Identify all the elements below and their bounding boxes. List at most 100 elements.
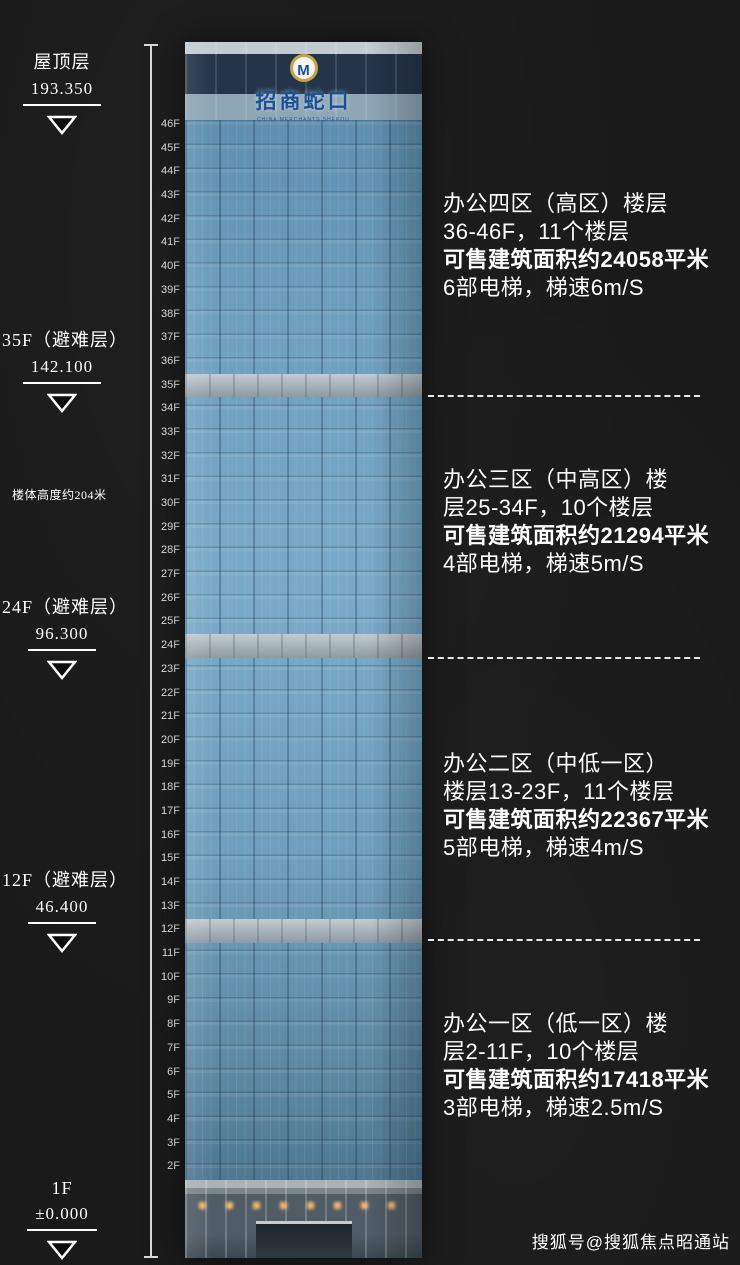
watermark: 搜狐号@搜狐焦点昭通站 <box>531 1233 730 1252</box>
down-arrow-icon <box>47 660 77 680</box>
floor-label: 22F <box>161 686 180 699</box>
refuge-floor-band-12f <box>185 919 422 943</box>
logo-text: 招商蛇口 <box>255 90 352 113</box>
floor-label: 16F <box>161 828 180 841</box>
floor-label: 39F <box>161 283 180 296</box>
height-marker-label: 屋顶层 <box>33 52 91 72</box>
height-marker-label: 1F <box>51 1178 73 1198</box>
floor-label: 28F <box>161 544 180 557</box>
zone-text-line: 4部电梯，梯速5m/S <box>443 551 645 576</box>
height-marker-35f: 35F（避难层） 142.100 <box>2 326 129 413</box>
floor-label: 44F <box>161 165 180 178</box>
zone-4-description: 办公四区（高区）楼层 36-46F，11个楼层 可售建筑面积约24058平米 6… <box>443 190 737 302</box>
zone-text-line: 5部电梯，梯速4m/S <box>443 835 645 860</box>
floor-label: 24F <box>161 639 180 652</box>
logo-subtext: CHINA MERCHANTS SHEKOU <box>257 117 350 123</box>
floor-label: 41F <box>161 236 180 249</box>
zone-text-line: 办公一区（低一区）楼 <box>443 1011 669 1036</box>
floor-label: 23F <box>161 662 180 675</box>
floor-label: 45F <box>161 141 180 154</box>
floor-label: 21F <box>161 710 180 723</box>
refuge-floor-band-24f <box>185 634 422 658</box>
floor-label: 9F <box>167 994 180 1007</box>
floor-label: 37F <box>161 331 180 344</box>
height-marker-1f: 1F ±0.000 <box>2 1178 122 1260</box>
floor-label: 11F <box>161 947 180 960</box>
height-marker-value: 193.350 <box>22 79 102 106</box>
height-marker-label: 35F（避难层） <box>2 330 129 350</box>
height-marker-value: ±0.000 <box>27 1204 97 1231</box>
height-marker-label: 12F（避难层） <box>2 870 129 890</box>
zone-text-line-area: 可售建筑面积约17418平米 <box>443 1067 710 1092</box>
zone-divider-dashed-line <box>428 395 700 397</box>
building-height-note: 楼体高度约204米 <box>12 488 107 502</box>
floor-label: 32F <box>161 449 180 462</box>
zone-text-line: 层25-34F，10个楼层 <box>443 495 654 520</box>
floor-label: 40F <box>161 260 180 273</box>
height-marker-roof: 屋顶层 193.350 <box>2 48 122 135</box>
zone-3-description: 办公三区（中高区）楼 层25-34F，10个楼层 可售建筑面积约21294平米 … <box>443 466 737 578</box>
floor-label: 42F <box>161 212 180 225</box>
zone-text-line: 层2-11F，10个楼层 <box>443 1039 640 1064</box>
floor-label: 18F <box>161 781 180 794</box>
podium-entrance <box>255 1221 352 1258</box>
floor-label: 2F <box>167 1160 180 1173</box>
zone-text-line-area: 可售建筑面积约22367平米 <box>443 807 710 832</box>
building-illustration: M 招商蛇口 CHINA MERCHANTS SHEKOU <box>185 42 422 1258</box>
down-arrow-icon <box>47 1240 77 1260</box>
zone-text-line: 办公四区（高区）楼层 <box>443 191 669 216</box>
floor-label: 26F <box>161 591 180 604</box>
zone-1-description: 办公一区（低一区）楼 层2-11F，10个楼层 可售建筑面积约17418平米 3… <box>443 1010 737 1122</box>
refuge-floor-band-35f <box>185 374 422 397</box>
floor-label: 13F <box>161 899 180 912</box>
floor-label: 19F <box>161 757 180 770</box>
zone-text-line: 办公二区（中低一区） <box>443 751 669 776</box>
floor-label: 20F <box>161 733 180 746</box>
down-arrow-icon <box>47 115 77 135</box>
zone-text-line: 楼层13-23F，11个楼层 <box>443 779 675 804</box>
floor-label: 6F <box>167 1065 180 1078</box>
zone-text-line: 3部电梯，梯速2.5m/S <box>443 1095 664 1120</box>
floor-label: 33F <box>161 425 180 438</box>
zone-divider-dashed-line <box>428 657 700 659</box>
floor-label: 25F <box>161 615 180 628</box>
floor-label: 46F <box>161 118 180 130</box>
floor-label: 14F <box>161 876 180 888</box>
floor-label: 3F <box>167 1136 180 1149</box>
floor-label: 12F <box>161 923 180 936</box>
floor-label: 8F <box>167 1018 180 1031</box>
floor-label: 5F <box>167 1089 180 1102</box>
floor-label: 15F <box>161 852 180 865</box>
floor-label: 31F <box>161 473 180 486</box>
floor-label: 34F <box>161 402 180 415</box>
height-marker-value: 96.300 <box>27 624 97 651</box>
floor-label: 29F <box>161 520 180 533</box>
building-logo: M 招商蛇口 CHINA MERCHANTS SHEKOU <box>185 54 422 123</box>
height-marker-24f: 24F（避难层） 96.300 <box>2 593 129 680</box>
floor-label: 7F <box>167 1041 180 1054</box>
ruler-line <box>150 44 152 1258</box>
floor-label: 10F <box>161 970 180 983</box>
zone-divider-dashed-line <box>428 939 700 941</box>
floor-label: 38F <box>161 307 180 320</box>
floor-label: 30F <box>161 497 180 509</box>
down-arrow-icon <box>47 393 77 413</box>
down-arrow-icon <box>47 933 77 953</box>
zone-text-line: 36-46F，11个楼层 <box>443 219 630 244</box>
podium-lights <box>199 1202 408 1209</box>
zone-2-description: 办公二区（中低一区） 楼层13-23F，11个楼层 可售建筑面积约22367平米… <box>443 750 737 862</box>
building-podium <box>185 1180 422 1258</box>
floor-label: 35F <box>161 378 180 391</box>
ruler-tick-bottom <box>144 1256 158 1258</box>
logo-circle-icon: M <box>289 54 318 82</box>
zone-text-line-area: 可售建筑面积约24058平米 <box>443 247 710 272</box>
floor-label: 43F <box>161 189 180 202</box>
floor-label: 27F <box>161 568 180 581</box>
zone-text-line-area: 可售建筑面积约21294平米 <box>443 523 710 548</box>
floor-label: 36F <box>161 354 180 367</box>
height-marker-value: 46.400 <box>27 897 97 924</box>
height-marker-label: 24F（避难层） <box>2 597 129 617</box>
floor-labels: 46F 45F 44F 43F 42F 41F 40F 39F 38F 37F 36F 35F 34F 3… <box>152 113 180 1179</box>
zone-text-line: 办公三区（中高区）楼 <box>443 467 669 492</box>
